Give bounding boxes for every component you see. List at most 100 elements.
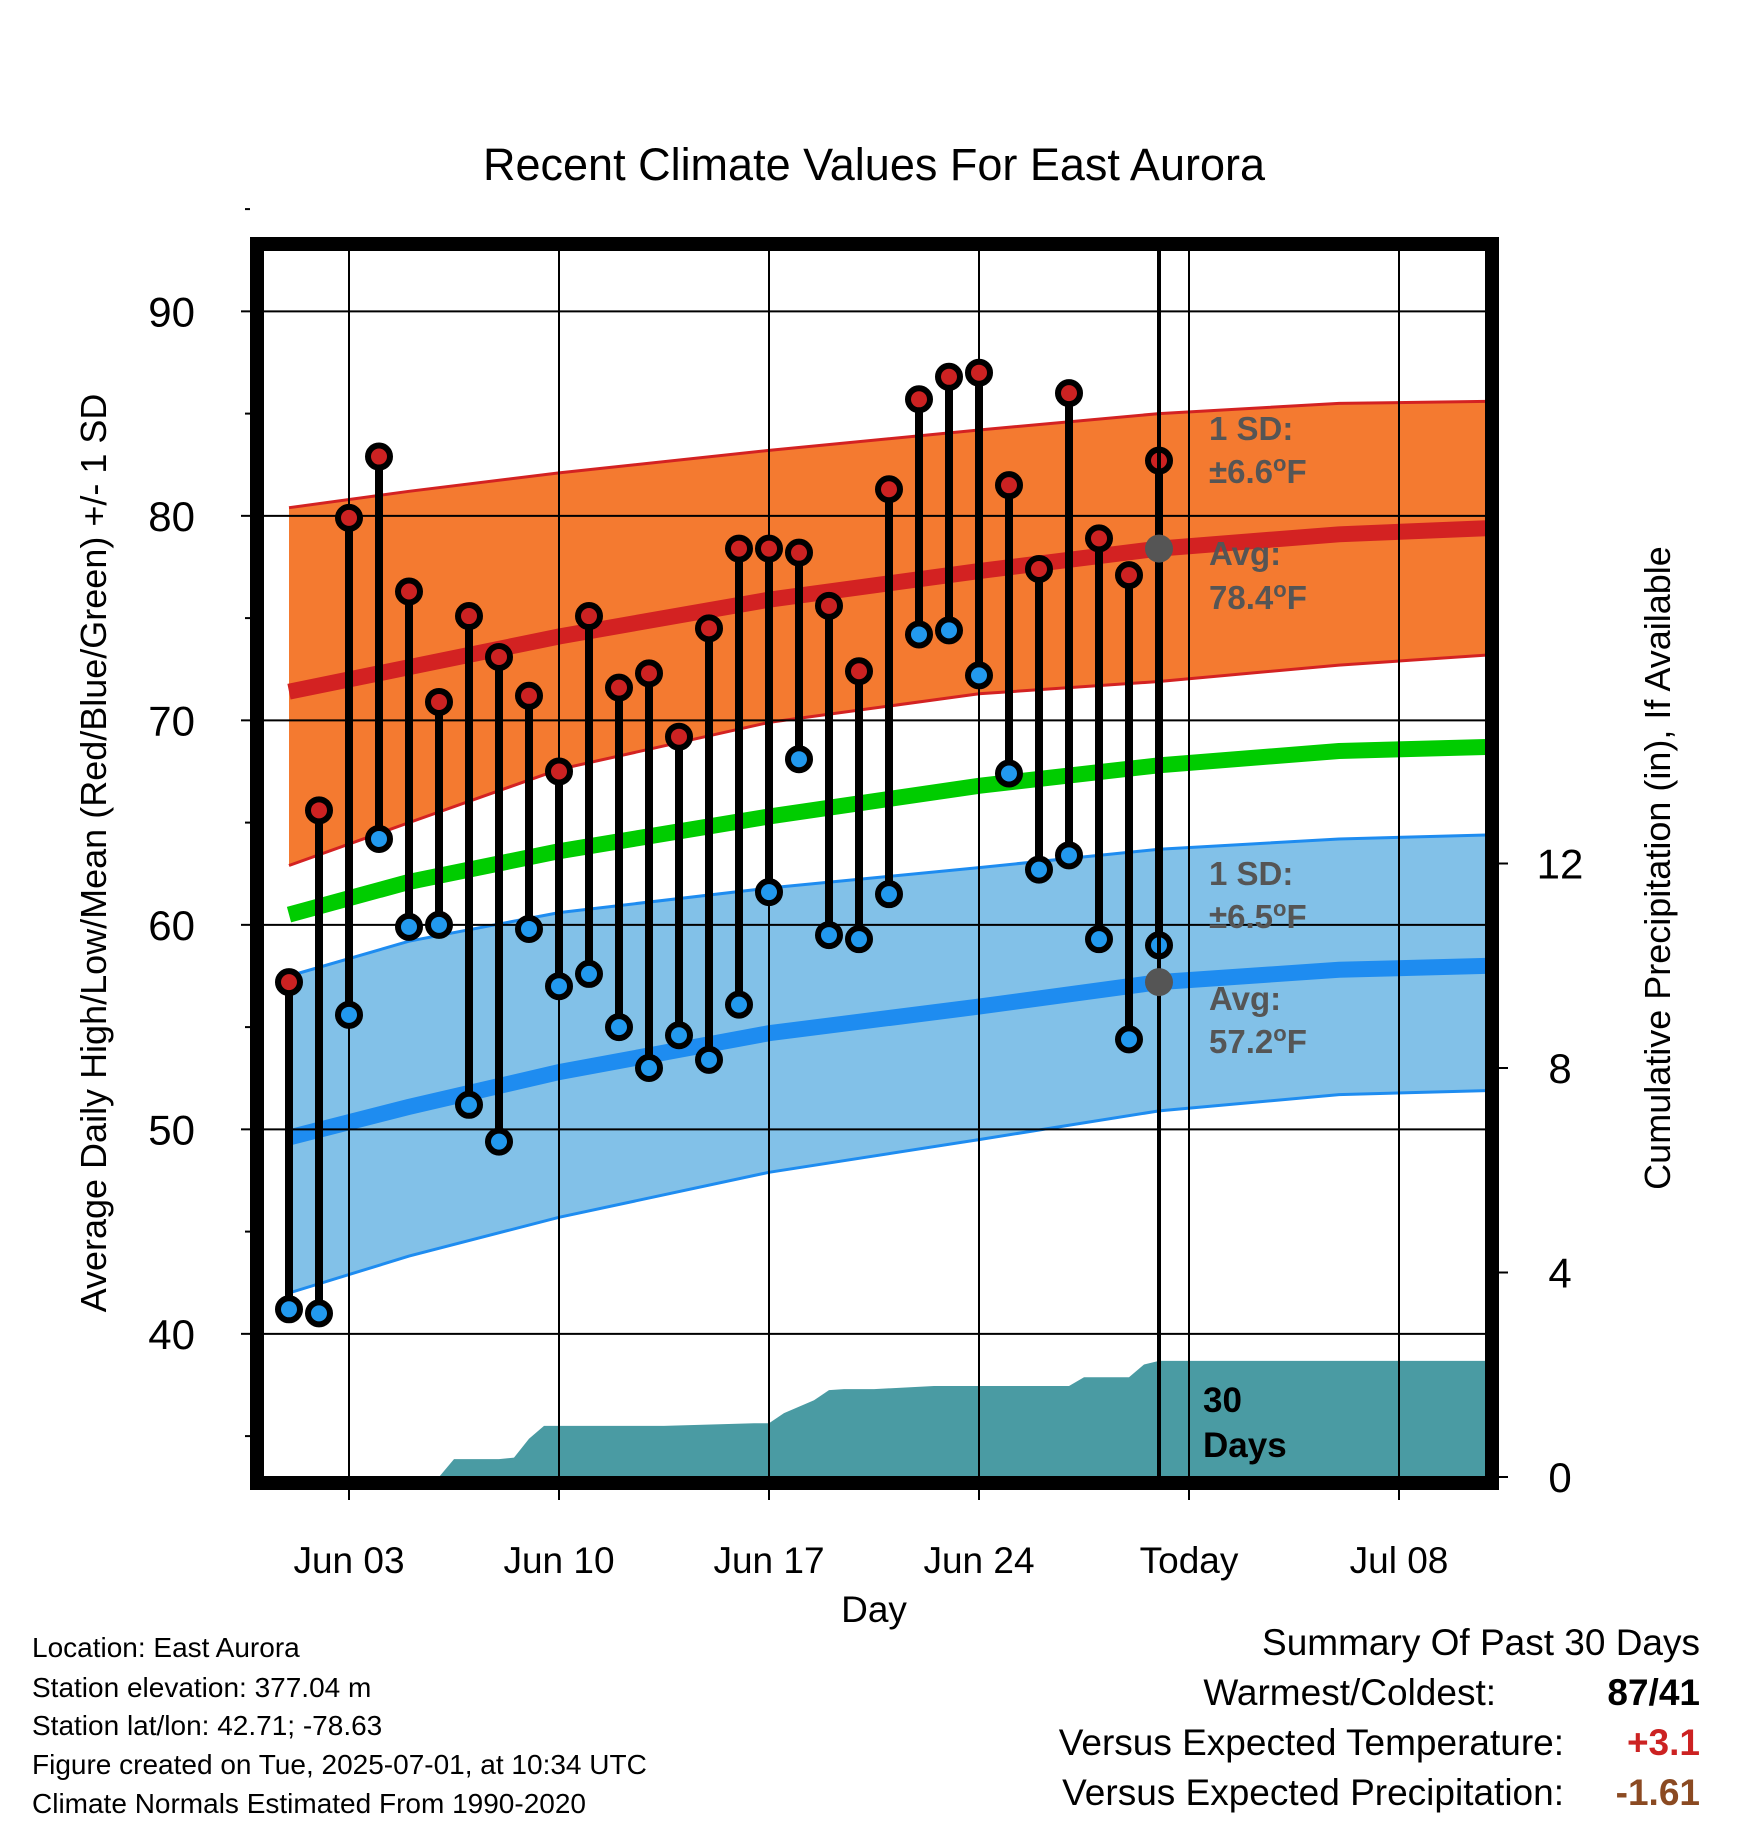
summary-precip-label: Versus Expected Precipitation:: [1062, 1772, 1564, 1813]
high-sd-upper-line: [288, 399, 1486, 510]
low-temp-point: [1115, 1025, 1143, 1054]
y-axis-label: Average Daily High/Low/Mean (Red/Blue/Gr…: [73, 394, 114, 1313]
high-temp-point: [485, 642, 513, 671]
low-temp-point: [305, 1299, 333, 1328]
low-sd-lower-line: [288, 1089, 1486, 1295]
high-temp-point: [755, 534, 783, 563]
low-temp-point: [965, 661, 993, 690]
plot-frame: [250, 237, 1499, 1490]
high-temp-point: [665, 722, 693, 751]
high-temp-point: [725, 534, 753, 563]
today-low-avg-marker: [1145, 968, 1173, 997]
high-temp-point: [635, 659, 663, 688]
low-sd-value: ±6.5oF: [1209, 896, 1307, 935]
low-temp-point: [1025, 855, 1053, 884]
high-temp-point: [575, 602, 603, 631]
low-temp-point: [785, 745, 813, 774]
high-temp-point: [455, 602, 483, 631]
x-tick-label: Jun 24: [923, 1540, 1034, 1581]
low-sd-label: 1 SD:: [1209, 855, 1293, 892]
high-temp-point: [545, 757, 573, 786]
x-tick-label: Today: [1140, 1540, 1239, 1581]
low-temp-point: [275, 1295, 303, 1324]
low-temp-point: [425, 910, 453, 939]
low-temp-point: [845, 925, 873, 954]
low-temp-point: [1055, 841, 1083, 870]
precip-days-label: Days: [1203, 1426, 1287, 1465]
low-temp-point: [1085, 925, 1113, 954]
x-axis-label: Day: [841, 1589, 907, 1630]
precip-area: [289, 1360, 1486, 1477]
low-avg-label: Avg:: [1209, 980, 1281, 1017]
high-avg-value: 78.4oF: [1209, 577, 1307, 616]
high-temp-point: [815, 591, 843, 620]
summary-warm-cold-label: Warmest/Coldest:: [1203, 1672, 1496, 1713]
info-elevation: Station elevation: 377.04 m: [32, 1672, 372, 1703]
high-temp-point: [905, 385, 933, 414]
low-temp-point: [365, 824, 393, 853]
high-temp-point: [395, 577, 423, 606]
high-sd-value: ±6.6oF: [1209, 451, 1307, 490]
chart-title: Recent Climate Values For East Aurora: [483, 139, 1266, 190]
y2-axis-label: Cumulative Precipitation (in), If Availa…: [1637, 546, 1678, 1190]
today-high-avg-marker: [1145, 534, 1173, 563]
high-temp-point: [425, 687, 453, 716]
high-temp-point: [785, 538, 813, 567]
summary-temp-value: +3.1: [1626, 1722, 1700, 1763]
low-avg-value: 57.2oF: [1209, 1021, 1307, 1060]
info-latlon: Station lat/lon: 42.71; -78.63: [32, 1710, 383, 1741]
low-temp-point: [665, 1021, 693, 1050]
low-temp-point: [995, 759, 1023, 788]
summary-precip-value: -1.61: [1615, 1772, 1700, 1813]
low-temp-point: [485, 1127, 513, 1156]
info-location: Location: East Aurora: [32, 1632, 300, 1663]
low-temp-point: [755, 878, 783, 907]
low-temp-point: [695, 1045, 723, 1074]
low-temp-point: [875, 880, 903, 909]
y-tick-label: 40: [148, 1311, 195, 1358]
x-tick-label: Jun 03: [293, 1540, 404, 1581]
x-tick-label: Jun 10: [503, 1540, 614, 1581]
axes: [263, 250, 1486, 1477]
low-temp-point: [635, 1054, 663, 1082]
high-temp-point: [875, 475, 903, 504]
low-temp-point: [935, 616, 963, 645]
high-temp-point: [305, 796, 333, 825]
y2-tick-label: 4: [1548, 1250, 1571, 1297]
high-avg-label: Avg:: [1209, 535, 1281, 572]
y2-tick-label: 12: [1537, 841, 1584, 888]
high-temp-point: [845, 657, 873, 686]
high-temp-point: [965, 358, 993, 387]
y-tick-label: 60: [148, 902, 195, 949]
info-normals: Climate Normals Estimated From 1990-2020: [32, 1788, 586, 1819]
high-temp-point: [275, 968, 303, 997]
precip-days-label: 30: [1203, 1381, 1242, 1420]
low-temp-point: [455, 1090, 483, 1119]
summary-temp-label: Versus Expected Temperature:: [1058, 1722, 1564, 1763]
low-avg-line: [287, 957, 1486, 1146]
low-temp-point: [905, 620, 933, 649]
chart-overlay: 1 SD: ±6.6oF Avg: 78.4oF 1 SD: ±6.5oF Avg: 57.2…: [148, 208, 1584, 1581]
high-temp-point: [365, 442, 393, 471]
high-sd-label: 1 SD:: [1209, 410, 1293, 447]
high-temp-point: [335, 503, 363, 532]
x-tick-label: Jul 08: [1350, 1540, 1449, 1581]
high-sd-lower-line: [288, 653, 1486, 867]
summary-warm-cold-value: 87/41: [1607, 1672, 1700, 1713]
low-temp-point: [725, 990, 753, 1019]
low-temp-point: [545, 972, 573, 1001]
high-temp-point: [695, 614, 723, 643]
y-tick-label: 50: [148, 1106, 195, 1153]
low-temp-point: [515, 914, 543, 943]
high-temp-point: [515, 681, 543, 710]
y-tick-label: 80: [148, 493, 195, 540]
low-temp-point: [395, 912, 423, 941]
y2-tick-label: 8: [1548, 1045, 1571, 1092]
info-created: Figure created on Tue, 2025-07-01, at 10…: [32, 1749, 647, 1780]
high-avg-line: [287, 520, 1486, 700]
high-temp-point: [995, 471, 1023, 500]
high-temp-point: [935, 362, 963, 391]
low-temp-point: [605, 1013, 633, 1042]
low-temp-point: [575, 959, 603, 988]
